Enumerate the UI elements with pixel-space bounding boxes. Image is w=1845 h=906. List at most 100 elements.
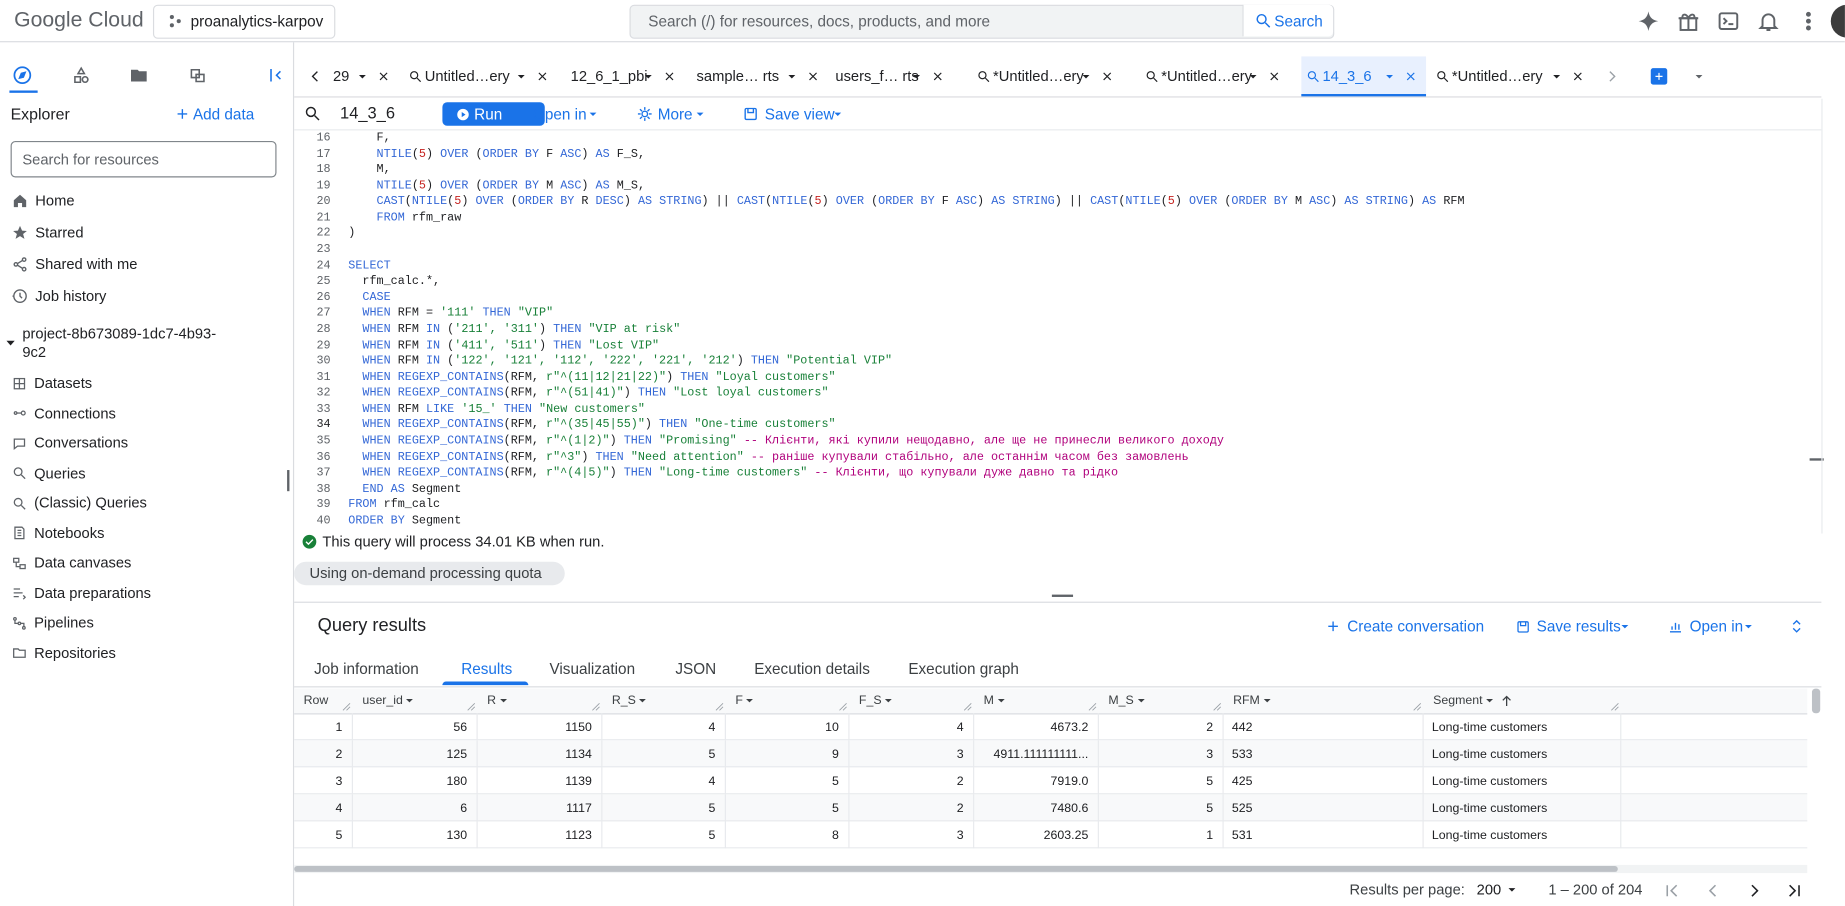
item-icon[interactable] — [11, 646, 26, 661]
expand-icon[interactable] — [1788, 618, 1804, 634]
query-tab-icon[interactable] — [1145, 69, 1159, 83]
per-page-select[interactable]: 200 — [1476, 881, 1502, 898]
next-page[interactable] — [1745, 881, 1764, 900]
explorer-item[interactable]: Data canvases — [34, 554, 132, 572]
query-tab-icon[interactable] — [977, 69, 991, 83]
dropdown-caret[interactable] — [1481, 692, 1497, 708]
item-icon[interactable] — [11, 586, 26, 601]
status-ok-icon[interactable] — [301, 533, 317, 549]
project-node[interactable]: project-8b673089-1dc7-4b93-9c2 — [22, 325, 217, 361]
column-resize[interactable] — [341, 701, 352, 712]
query-tab[interactable] — [1301, 56, 1427, 97]
results-open-in[interactable]: Open in — [1689, 617, 1744, 636]
dropdown-caret[interactable] — [495, 692, 511, 708]
explorer-item[interactable]: Conversations — [34, 434, 129, 452]
notifications-icon[interactable] — [1757, 9, 1781, 33]
close-tab[interactable] — [377, 69, 391, 83]
column-header[interactable]: F_S — [858, 693, 882, 708]
close-tab[interactable] — [806, 69, 820, 83]
dropdown-caret[interactable] — [1504, 881, 1520, 897]
search-button[interactable] — [1242, 4, 1334, 37]
item-icon[interactable] — [11, 466, 26, 481]
shapes-icon[interactable] — [72, 66, 91, 85]
close-tab[interactable] — [535, 69, 549, 83]
query-tab-label[interactable]: *Untitled…ery — [993, 68, 1084, 85]
last-page[interactable] — [1785, 881, 1804, 900]
nav-icon[interactable] — [12, 224, 28, 240]
column-resize[interactable] — [590, 701, 601, 712]
dropdown-caret[interactable] — [692, 106, 708, 122]
panel-drag-handle[interactable] — [1051, 594, 1074, 597]
close-tab[interactable] — [1267, 69, 1281, 83]
explorer-item[interactable]: (Classic) Queries — [34, 494, 147, 512]
results-tab[interactable]: JSON — [675, 659, 717, 678]
item-icon[interactable] — [11, 375, 26, 390]
explorer-item[interactable]: Connections — [34, 404, 116, 422]
dropdown-caret[interactable] — [784, 68, 800, 84]
v-scrollbar-thumb[interactable] — [1811, 688, 1821, 714]
query-tab-icon[interactable] — [408, 69, 422, 83]
results-tab[interactable]: Execution graph — [908, 659, 1019, 678]
dropdown-caret[interactable] — [1381, 68, 1397, 84]
column-resize[interactable] — [714, 701, 725, 712]
dropdown-caret[interactable] — [1133, 692, 1149, 708]
collapse-icon[interactable] — [267, 66, 286, 85]
tabs-right[interactable] — [1604, 68, 1620, 84]
explorer-icon[interactable] — [12, 65, 33, 86]
search-button-label[interactable]: Search — [1274, 11, 1323, 30]
column-header[interactable]: R_S — [611, 693, 636, 708]
sort-arrow[interactable] — [1498, 693, 1513, 708]
save-view[interactable]: Save view — [764, 105, 835, 123]
more-icon[interactable] — [1797, 9, 1821, 33]
item-icon[interactable] — [11, 496, 26, 511]
query-tab-label[interactable]: 12_6_1_pbi — [570, 68, 648, 85]
assets-icon[interactable] — [188, 66, 207, 85]
explorer-item[interactable]: Datasets — [34, 374, 93, 392]
column-header[interactable]: F — [735, 693, 743, 708]
gift-icon[interactable] — [1677, 9, 1701, 33]
query-tab-label[interactable]: 29 — [332, 68, 350, 85]
query-tab-icon[interactable] — [1306, 69, 1320, 83]
column-resize[interactable] — [962, 701, 973, 712]
dropdown-caret[interactable] — [1078, 68, 1094, 84]
first-page[interactable] — [1663, 881, 1682, 900]
item-icon[interactable] — [11, 405, 26, 420]
dropdown-caret[interactable] — [585, 106, 601, 122]
tabs-left[interactable] — [307, 68, 323, 84]
results-tab[interactable]: Visualization — [549, 659, 636, 678]
dropdown-caret[interactable] — [880, 692, 896, 708]
dropdown-caret[interactable] — [402, 692, 418, 708]
folder-icon[interactable] — [129, 66, 148, 85]
close-tab[interactable] — [931, 69, 945, 83]
explorer-item[interactable]: Repositories — [34, 645, 116, 662]
open-in-icon[interactable] — [1667, 618, 1683, 634]
query-tab-label[interactable]: users_f… rts — [835, 68, 919, 85]
more-gear[interactable] — [637, 106, 653, 122]
results-tab[interactable]: Job information — [314, 659, 419, 678]
dropdown-caret[interactable] — [993, 692, 1009, 708]
prev-page[interactable] — [1704, 881, 1723, 900]
item-icon[interactable] — [11, 616, 26, 631]
project-icon[interactable] — [167, 12, 183, 28]
dropdown-caret[interactable] — [830, 106, 846, 122]
results-tab[interactable]: Execution details — [754, 659, 870, 678]
column-resize[interactable] — [1211, 701, 1222, 712]
column-header[interactable]: user_id — [362, 693, 403, 708]
query-tab-label[interactable]: Untitled…ery — [424, 68, 510, 85]
query-tab-label[interactable]: 14_3_6 — [1322, 68, 1372, 85]
close-tab[interactable] — [1404, 69, 1418, 83]
dropdown-caret[interactable] — [1691, 68, 1707, 84]
cloud-shell-icon[interactable] — [1717, 9, 1741, 33]
column-resize[interactable] — [837, 701, 848, 712]
column-header[interactable]: R — [487, 693, 497, 708]
dropdown-caret[interactable] — [908, 68, 924, 84]
close-tab[interactable] — [662, 69, 676, 83]
avatar[interactable] — [1830, 4, 1845, 38]
column-resize[interactable] — [1411, 701, 1422, 712]
dropdown-caret[interactable] — [513, 68, 529, 84]
dropdown-caret[interactable] — [354, 68, 370, 84]
search-icon[interactable] — [1254, 12, 1272, 30]
column-resize[interactable] — [1087, 701, 1098, 712]
new-tab-plus[interactable] — [1652, 69, 1666, 83]
h-scrollbar-thumb[interactable] — [294, 866, 1618, 872]
